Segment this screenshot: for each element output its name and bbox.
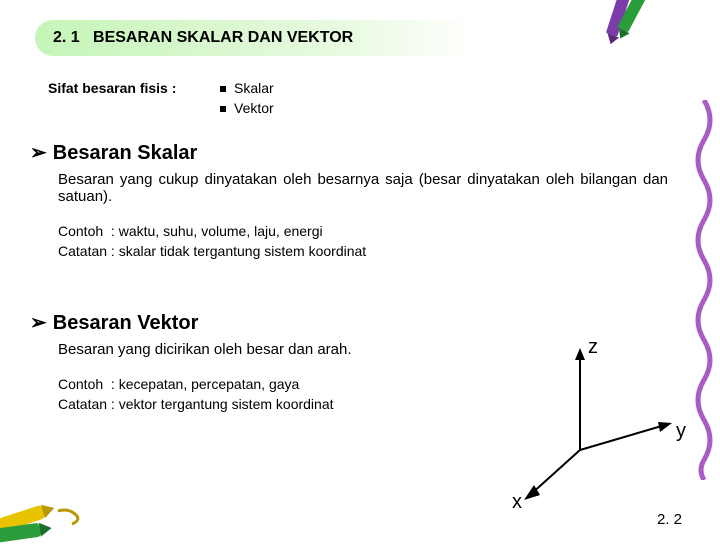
header-number: 2. 1 — [53, 29, 80, 46]
arrow-icon: ➢ — [30, 312, 47, 334]
squiggle-decoration — [692, 100, 716, 480]
section-body: Besaran yang cukup dinyatakan oleh besar… — [58, 171, 668, 205]
catatan-text: skalar tidak tergantung sistem koordinat — [119, 243, 366, 259]
section-title-text: Besaran Vektor — [53, 312, 199, 334]
crayon-decoration-top — [590, 0, 660, 47]
catatan-label: Catatan — [58, 396, 107, 412]
section-notes: Contoh : waktu, suhu, volume, laju, ener… — [58, 221, 680, 261]
section-body: Besaran yang dicirikan oleh besar dan ar… — [58, 341, 478, 358]
contoh-text: waktu, suhu, volume, laju, energi — [119, 223, 323, 239]
sifat-label: Sifat besaran fisis : — [48, 80, 176, 96]
contoh-label: Contoh — [58, 376, 103, 392]
page-number: 2. 2 — [657, 511, 682, 528]
catatan-text: vektor tergantung sistem koordinat — [119, 396, 334, 412]
sifat-list: Skalar Vektor — [220, 78, 274, 118]
header-title: BESARAN SKALAR DAN VEKTOR — [93, 29, 353, 46]
catatan-label: Catatan — [58, 243, 107, 259]
contoh-text: kecepatan, percepatan, gaya — [119, 376, 300, 392]
contoh-label: Contoh — [58, 223, 103, 239]
axes-diagram: z y x — [510, 340, 680, 510]
sifat-item: Skalar — [234, 80, 274, 96]
crayon-decoration-bottom — [0, 476, 90, 546]
axis-x-label: x — [512, 491, 522, 514]
arrow-icon: ➢ — [30, 142, 47, 164]
axis-y-label: y — [676, 420, 686, 443]
axis-z-label: z — [588, 336, 598, 359]
section-title-text: Besaran Skalar — [53, 142, 198, 164]
sifat-item: Vektor — [234, 100, 274, 116]
section-skalar: ➢ Besaran Skalar Besaran yang cukup dinya… — [30, 140, 680, 261]
section-header: 2. 1 BESARAN SKALAR DAN VEKTOR — [35, 20, 473, 56]
